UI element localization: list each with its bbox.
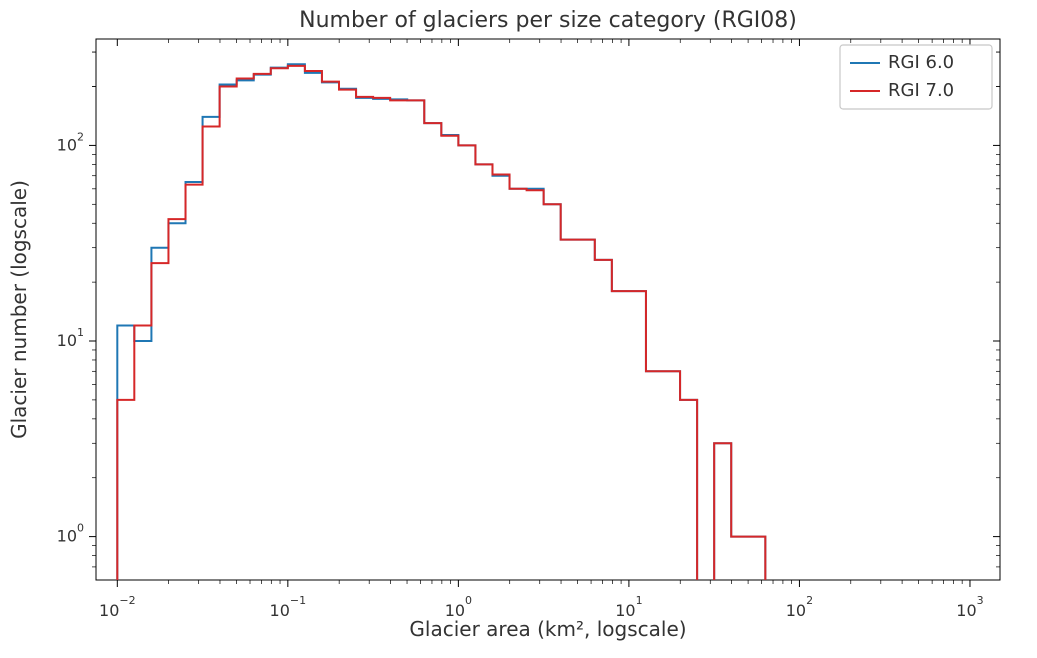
y-tick-label: 100 (57, 522, 84, 546)
plot-frame (96, 39, 1000, 580)
y-axis-label: Glacier number (logscale) (7, 180, 31, 439)
x-tick-label: 10−1 (270, 594, 307, 620)
x-tick-label: 103 (956, 594, 983, 620)
legend-label-0: RGI 6.0 (888, 52, 954, 73)
y-tick-label: 101 (57, 326, 84, 350)
series-rgi6 (117, 64, 765, 580)
chart-title: Number of glaciers per size category (RG… (299, 8, 797, 33)
chart-svg: 10−210−1100101102103100101102Number of g… (0, 0, 1037, 658)
x-tick-label: 102 (786, 594, 813, 620)
y-tick-label: 102 (57, 130, 84, 154)
x-axis-label: Glacier area (km², logscale) (409, 617, 686, 641)
x-tick-label: 10−2 (99, 594, 136, 620)
histogram-chart: 10−210−1100101102103100101102Number of g… (0, 0, 1037, 658)
legend-label-1: RGI 7.0 (888, 80, 954, 101)
series-rgi7 (117, 66, 765, 580)
